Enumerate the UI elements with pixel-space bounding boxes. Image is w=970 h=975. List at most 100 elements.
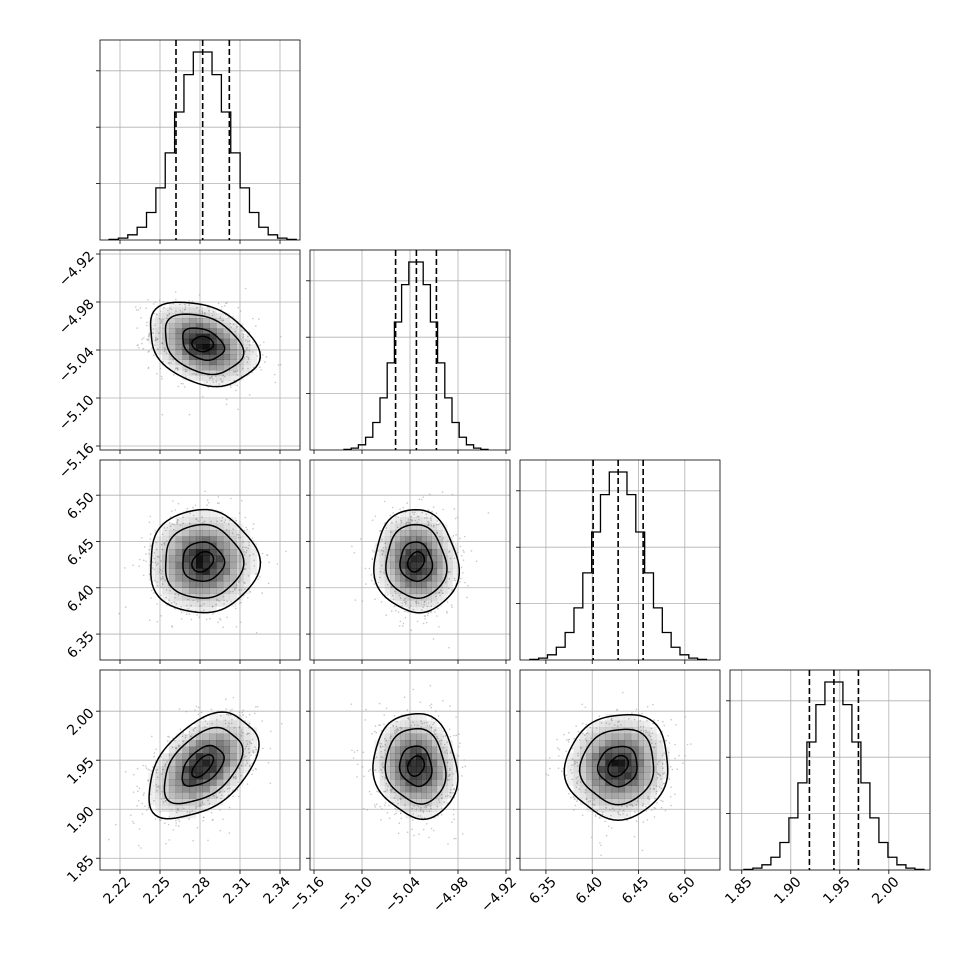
sample-point — [97, 310, 99, 312]
x-tick-label: 6.35 — [526, 874, 559, 907]
density-cell — [650, 733, 657, 741]
density-cell — [189, 580, 197, 588]
sample-point — [242, 541, 244, 543]
sample-point — [192, 514, 195, 517]
sample-point — [253, 565, 256, 567]
density-cell — [384, 542, 391, 550]
sample-point — [157, 785, 160, 788]
density-cell — [656, 766, 664, 773]
density-cell — [189, 555, 197, 563]
sample-point — [446, 612, 448, 614]
density-cell — [618, 759, 625, 767]
sample-point — [632, 805, 634, 807]
sample-point — [164, 348, 167, 351]
sample-point — [453, 734, 455, 737]
density-cell — [390, 746, 396, 754]
sample-point — [179, 309, 181, 312]
sample-point — [163, 797, 166, 799]
sample-point — [179, 609, 182, 612]
density-cell — [236, 753, 244, 760]
density-cell — [209, 364, 217, 371]
sample-point — [178, 825, 180, 827]
sample-point — [226, 600, 228, 602]
density-cell — [202, 344, 210, 350]
sample-point — [400, 817, 403, 820]
sample-point — [235, 626, 238, 628]
sample-point — [651, 742, 653, 744]
sample-point — [387, 594, 389, 596]
sample-point — [573, 737, 575, 740]
sample-point — [199, 304, 202, 307]
density-cell — [216, 753, 224, 760]
x-tick-label: 2.28 — [180, 874, 213, 907]
density-cell — [421, 733, 427, 741]
density-cell — [630, 798, 638, 806]
x-tick-label: −4.92 — [478, 874, 520, 916]
density-cell — [599, 720, 606, 728]
sample-point — [252, 317, 254, 320]
sample-point — [448, 769, 451, 771]
sample-point — [411, 511, 414, 513]
density-cell — [618, 779, 625, 786]
density-cell — [390, 792, 396, 799]
density-cell — [643, 766, 651, 773]
density-cell — [209, 714, 217, 721]
sample-point — [404, 617, 407, 619]
sample-point — [251, 773, 253, 776]
density-cell — [599, 805, 606, 812]
sample-point — [148, 619, 151, 621]
density-cell — [216, 354, 224, 360]
density-cell — [586, 727, 593, 734]
sample-point — [156, 620, 159, 623]
density-cell — [416, 574, 422, 582]
sample-point — [668, 742, 671, 744]
sample-point — [166, 314, 169, 317]
sample-point — [628, 718, 630, 720]
sample-point — [141, 338, 143, 340]
density-cell — [229, 593, 237, 601]
sample-point — [149, 533, 152, 535]
density-cell — [222, 312, 231, 319]
sample-point — [214, 375, 217, 377]
sample-point — [652, 703, 654, 706]
density-cell — [452, 753, 458, 760]
sample-point — [399, 620, 402, 623]
sample-point — [183, 308, 186, 311]
sample-point — [414, 601, 417, 603]
density-cell — [216, 380, 224, 386]
sample-point — [176, 807, 179, 810]
density-cell — [618, 772, 625, 780]
density-cell — [416, 759, 422, 767]
density-cell — [426, 792, 432, 799]
sample-point — [255, 748, 257, 751]
sample-point — [180, 606, 182, 608]
sample-point — [418, 519, 420, 521]
density-cell — [155, 574, 163, 582]
density-cell — [209, 606, 217, 614]
density-cell — [229, 555, 237, 563]
density-cell — [405, 805, 412, 812]
sample-point — [159, 326, 161, 329]
sample-point — [252, 553, 255, 555]
sample-point — [219, 790, 222, 793]
density-cell — [155, 766, 163, 773]
sample-point — [175, 298, 177, 301]
density-cell — [605, 785, 613, 793]
sample-point — [617, 811, 619, 813]
density-cell — [410, 523, 417, 531]
sample-point — [426, 804, 429, 807]
density-cell — [410, 536, 417, 544]
sample-point — [229, 322, 232, 325]
density-cell — [599, 811, 606, 819]
sample-point — [233, 370, 235, 373]
sample-point — [450, 604, 453, 606]
density-cell — [195, 759, 203, 767]
density-cell — [182, 354, 190, 360]
density-cell — [431, 517, 438, 524]
sample-point — [233, 589, 236, 591]
density-cell — [182, 561, 190, 569]
sample-point — [237, 781, 239, 783]
density-cell — [611, 792, 619, 799]
sample-point — [149, 515, 151, 518]
sample-point — [163, 542, 165, 545]
